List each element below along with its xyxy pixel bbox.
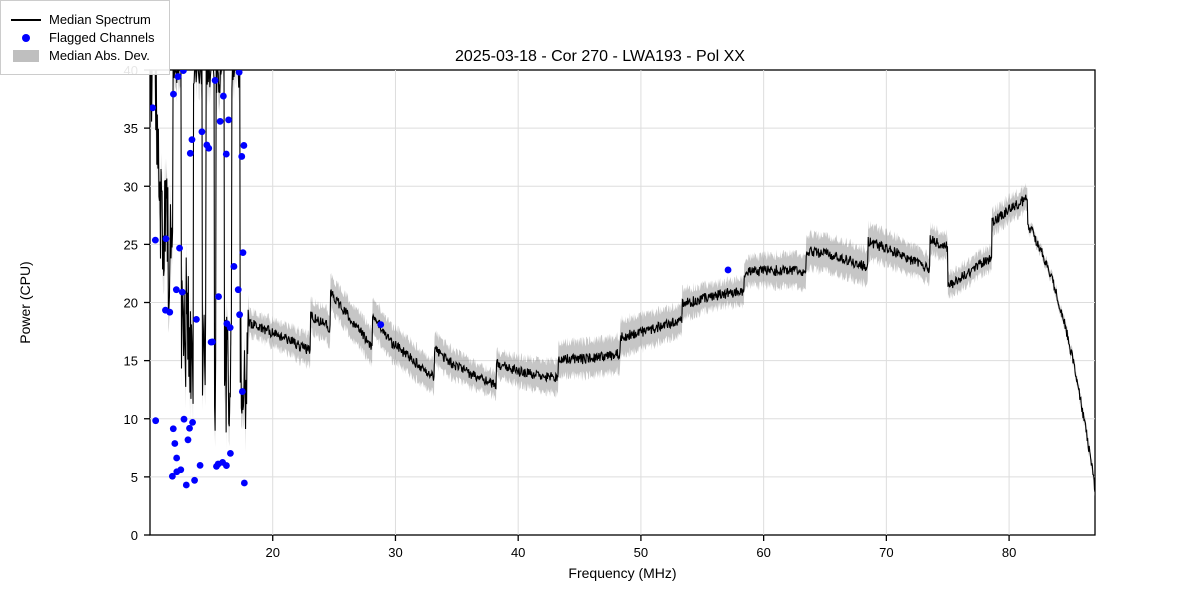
x-tick-label: 30 <box>388 545 402 560</box>
x-tick-label: 20 <box>265 545 279 560</box>
x-axis-label: Frequency (MHz) <box>568 565 676 581</box>
flagged-channel-point[interactable] <box>238 153 245 160</box>
legend-label-median-spectrum: Median Spectrum <box>49 12 151 27</box>
flagged-channel-point[interactable] <box>152 237 159 244</box>
flagged-channel-point[interactable] <box>149 104 156 111</box>
flagged-channel-point[interactable] <box>173 286 180 293</box>
flagged-channel-point[interactable] <box>191 477 198 484</box>
y-tick-label: 35 <box>124 121 138 136</box>
flagged-channel-point[interactable] <box>217 118 224 125</box>
legend-item-flagged-channels: Flagged Channels <box>11 30 155 45</box>
flagged-channel-point[interactable] <box>227 450 234 457</box>
x-tick-label: 60 <box>756 545 770 560</box>
flagged-channel-point[interactable] <box>193 316 200 323</box>
y-tick-label: 25 <box>124 237 138 252</box>
flagged-channel-point[interactable] <box>169 473 176 480</box>
flagged-channel-point[interactable] <box>235 286 242 293</box>
plot-area: 051015202530354020304050607080Frequency … <box>0 0 1200 600</box>
flagged-channel-point[interactable] <box>175 73 182 80</box>
legend-item-mad: Median Abs. Dev. <box>11 48 155 63</box>
flagged-channel-point[interactable] <box>377 321 384 328</box>
flagged-channel-point[interactable] <box>166 309 173 316</box>
flagged-channel-point[interactable] <box>215 293 222 300</box>
flagged-channel-point[interactable] <box>236 311 243 318</box>
flagged-channel-point[interactable] <box>176 245 183 252</box>
flagged-channel-point[interactable] <box>725 267 732 274</box>
flagged-channel-point[interactable] <box>197 462 204 469</box>
flagged-channel-point[interactable] <box>240 249 247 256</box>
legend-label-flagged-channels: Flagged Channels <box>49 30 155 45</box>
flagged-channel-point[interactable] <box>199 128 206 135</box>
legend-label-mad: Median Abs. Dev. <box>49 48 150 63</box>
legend-swatch-mad <box>11 50 41 62</box>
flagged-channel-point[interactable] <box>170 425 177 432</box>
flagged-channel-point[interactable] <box>181 416 188 423</box>
legend-item-median-spectrum: Median Spectrum <box>11 12 155 27</box>
flagged-channel-point[interactable] <box>170 91 177 98</box>
y-tick-label: 10 <box>124 412 138 427</box>
y-tick-label: 5 <box>131 470 138 485</box>
flagged-channel-point[interactable] <box>183 482 190 489</box>
flagged-channel-point[interactable] <box>215 461 222 468</box>
y-tick-label: 20 <box>124 296 138 311</box>
x-tick-label: 50 <box>634 545 648 560</box>
flagged-channel-point[interactable] <box>179 289 186 296</box>
x-tick-label: 70 <box>879 545 893 560</box>
y-axis-label: Power (CPU) <box>17 261 33 343</box>
flagged-channel-point[interactable] <box>220 93 227 100</box>
flagged-channel-point[interactable] <box>185 436 192 443</box>
y-tick-label: 30 <box>124 179 138 194</box>
flagged-channel-point[interactable] <box>173 455 180 462</box>
flagged-channel-point[interactable] <box>223 151 230 158</box>
flagged-channel-point[interactable] <box>240 142 247 149</box>
spectrum-chart: 2025-03-18 - Cor 270 - LWA193 - Pol XX 0… <box>0 0 1200 600</box>
flagged-channel-point[interactable] <box>189 419 196 426</box>
legend-swatch-flagged-channels <box>11 32 41 44</box>
legend-swatch-median-spectrum <box>11 14 41 26</box>
flagged-channel-point[interactable] <box>205 145 212 152</box>
flagged-channel-point[interactable] <box>231 263 238 270</box>
y-tick-label: 15 <box>124 354 138 369</box>
y-tick-label: 0 <box>131 528 138 543</box>
flagged-channel-point[interactable] <box>241 480 248 487</box>
x-tick-label: 80 <box>1002 545 1016 560</box>
flagged-channel-point[interactable] <box>212 77 219 84</box>
flagged-channel-point[interactable] <box>186 425 193 432</box>
x-tick-label: 40 <box>511 545 525 560</box>
chart-legend: Median Spectrum Flagged Channels Median … <box>0 0 170 75</box>
flagged-channel-point[interactable] <box>189 136 196 143</box>
flagged-channel-point[interactable] <box>171 440 178 447</box>
flagged-channel-point[interactable] <box>180 67 187 74</box>
flagged-channel-point[interactable] <box>223 320 230 327</box>
flagged-channel-point[interactable] <box>209 338 216 345</box>
flagged-channel-point[interactable] <box>225 116 232 123</box>
flagged-channel-point[interactable] <box>163 235 170 242</box>
flagged-channel-point[interactable] <box>239 388 246 395</box>
flagged-channel-point[interactable] <box>187 150 194 157</box>
flagged-channel-point[interactable] <box>152 417 159 424</box>
